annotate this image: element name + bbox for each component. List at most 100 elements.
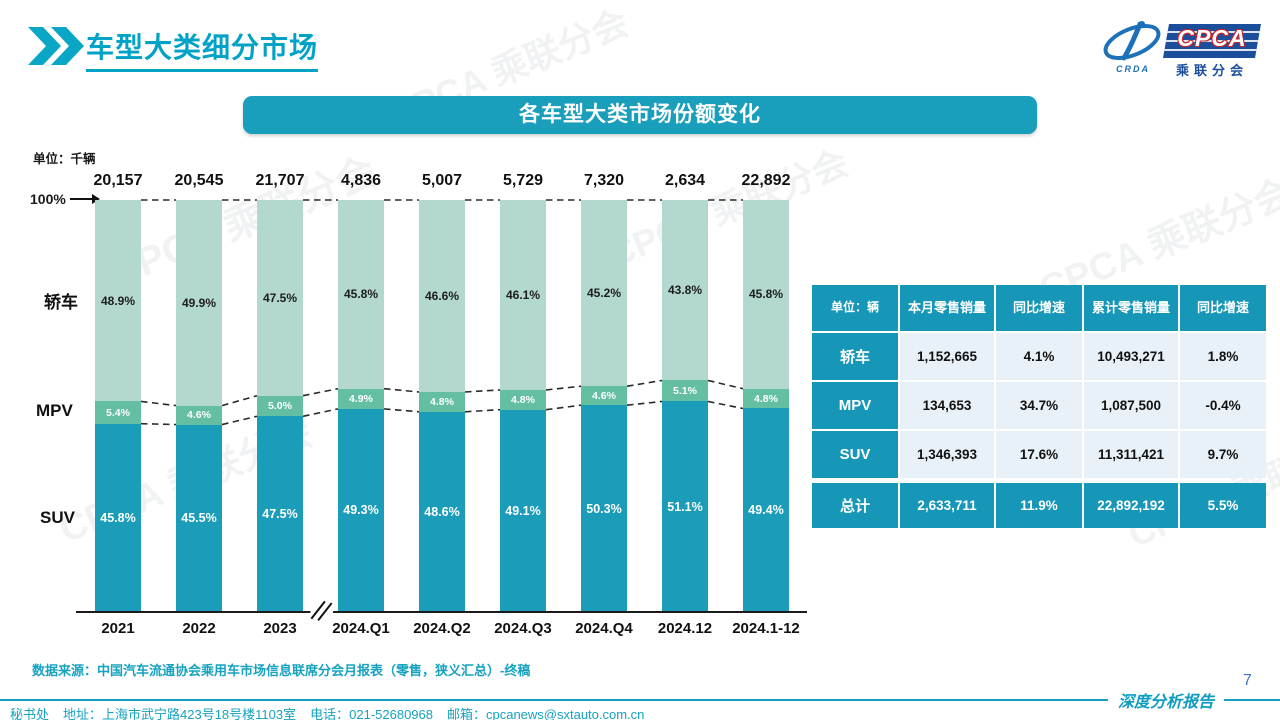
- segment-mpv: 4.6%: [581, 386, 627, 406]
- crda-label: CRDA: [1116, 64, 1150, 74]
- cpca-logo: CRDA CPCA 乘联分会: [1100, 16, 1261, 78]
- table-cell: 1,152,665: [900, 333, 994, 380]
- segment-value-label: 50.3%: [586, 501, 622, 516]
- table-unit-header-cell: 单位：辆: [812, 285, 898, 331]
- bar-total-label: 20,157: [93, 172, 143, 189]
- bar-total-label: 21,707: [255, 172, 305, 189]
- segment-value-label: 45.5%: [181, 511, 217, 526]
- cpca-swoosh-icon: [1103, 21, 1161, 61]
- table-row-label: 总计: [812, 483, 898, 528]
- bar-2024.Q1: 45.8% 4.9% 49.3%: [338, 200, 384, 612]
- bar-total-label: 20,545: [174, 172, 224, 189]
- table-row-label: 轿车: [812, 333, 898, 380]
- segment-value-label: 4.8%: [754, 392, 778, 405]
- segment-suv: 49.1%: [500, 409, 546, 612]
- segment-suv: 47.5%: [257, 416, 303, 612]
- segment-value-label: 49.9%: [181, 295, 217, 310]
- segment-value-label: 49.1%: [505, 503, 541, 518]
- table-cell: 17.6%: [996, 431, 1082, 478]
- segment-value-label: 4.6%: [187, 409, 211, 422]
- segment-mpv: 4.8%: [500, 389, 546, 410]
- bar-2022: 49.9% 4.6% 45.5%: [176, 200, 222, 612]
- segment-value-label: 51.1%: [667, 499, 703, 514]
- segment-value-label: 5.1%: [673, 384, 697, 397]
- y-axis-100-label: 100%: [30, 191, 66, 207]
- segment-value-label: 46.1%: [505, 287, 541, 302]
- segment-value-label: 43.8%: [667, 283, 703, 298]
- x-axis-label: 2021: [101, 620, 135, 637]
- segment-sedan: 46.1%: [500, 200, 546, 390]
- bar-2023: 47.5% 5.0% 47.5%: [257, 200, 303, 612]
- table-row-label: MPV: [812, 382, 898, 429]
- report-type-label: 深度分析报告: [1108, 688, 1225, 712]
- table-cell: 2,633,711: [900, 483, 994, 528]
- sales-summary-table: 单位：辆 本月零售销量 同比增速 累计零售销量 同比增速 轿车 1,152,665 4.1% 1…: [812, 285, 1266, 528]
- chart-unit-label: 单位：千辆: [33, 152, 96, 166]
- segment-sedan: 49.9%: [176, 200, 222, 406]
- page-number: 7: [1243, 672, 1252, 689]
- bar-2024.1-12: 45.8% 4.8% 49.4%: [743, 200, 789, 612]
- bar-2024.Q2: 46.6% 4.8% 48.6%: [419, 200, 465, 612]
- bar-total-label: 7,320: [583, 172, 625, 189]
- table-header-cell: 同比增速: [1180, 285, 1266, 331]
- x-axis-label: 2024.1-12: [732, 620, 800, 637]
- table-cell: 34.7%: [996, 382, 1082, 429]
- table-row-label: SUV: [812, 431, 898, 478]
- footer-contact-info: 秘书处 地址：上海市武宁路423号18号楼1103室 电话：021-52680968…: [10, 704, 658, 720]
- footer-secretariat: 秘书处: [10, 707, 50, 720]
- segment-sedan: 43.8%: [662, 200, 708, 381]
- segment-value-label: 5.4%: [106, 406, 130, 419]
- segment-sedan: 46.6%: [419, 200, 465, 392]
- bar-2021: 48.9% 5.4% 45.8%: [95, 200, 141, 612]
- segment-value-label: 46.6%: [424, 288, 460, 303]
- segment-sedan: 47.5%: [257, 200, 303, 396]
- page-title: 车型大类细分市场: [86, 26, 319, 72]
- footer-address: 地址：上海市武宁路423号18号楼1103室: [63, 707, 297, 720]
- segment-mpv: 5.0%: [257, 395, 303, 417]
- cpca-label: CPCA: [1177, 25, 1247, 51]
- x-axis-label: 2023: [263, 620, 297, 637]
- segment-value-label: 45.8%: [343, 287, 379, 302]
- double-chevron-icon: [28, 27, 84, 65]
- table-header-cell: 同比增速: [996, 285, 1082, 331]
- table-cell: 10,493,271: [1084, 333, 1178, 380]
- table-cell: -0.4%: [1180, 382, 1266, 429]
- bar-total-label: 2,634: [664, 172, 706, 189]
- table-cell: 11.9%: [996, 483, 1082, 528]
- y-axis-100-marker: 100%: [30, 191, 100, 207]
- segment-mpv: 5.4%: [95, 401, 141, 424]
- x-axis-label: 2024.12: [657, 620, 713, 637]
- table-cell: 5.5%: [1180, 483, 1266, 528]
- segment-value-label: 4.9%: [349, 392, 373, 405]
- table-cell: 11,311,421: [1084, 431, 1178, 478]
- bar-total-label: 5,007: [421, 172, 463, 189]
- stacked-bar-chart: 48.9% 5.4% 45.8% 49.9% 4.6% 45.5% 47.5% 5.0% 47.…: [95, 200, 789, 612]
- segment-value-label: 48.9%: [100, 293, 136, 308]
- x-axis-label: 2022: [182, 620, 216, 637]
- bar-2024.Q3: 46.1% 4.8% 49.1%: [500, 200, 546, 612]
- segment-value-label: 48.6%: [424, 504, 460, 519]
- series-label-suv: SUV: [40, 508, 75, 527]
- footer-divider-line: [0, 699, 1280, 701]
- footer-email: 邮箱：cpcanews@sxtauto.com.cn: [446, 707, 645, 720]
- segment-suv: 51.1%: [662, 401, 708, 612]
- segment-suv: 48.6%: [419, 411, 465, 612]
- series-label-sedan: 轿车: [44, 293, 78, 312]
- segment-value-label: 5.0%: [268, 399, 292, 412]
- segment-value-label: 47.5%: [262, 507, 298, 522]
- arrow-right-icon: [69, 194, 100, 204]
- x-axis-label: 2024.Q1: [332, 620, 390, 637]
- segment-suv: 49.3%: [338, 408, 384, 612]
- segment-sedan: 45.8%: [743, 200, 789, 389]
- segment-value-label: 45.2%: [586, 286, 622, 301]
- segment-sedan: 48.9%: [95, 200, 141, 402]
- segment-value-label: 49.4%: [748, 503, 784, 518]
- segment-suv: 50.3%: [581, 405, 627, 612]
- data-source-note: 数据来源：中国汽车流通协会乘用车市场信息联席分会月报表（零售，狭义汇总）-终稿: [32, 663, 531, 678]
- table-cell: 4.1%: [996, 333, 1082, 380]
- bar-2024.Q4: 45.2% 4.6% 50.3%: [581, 200, 627, 612]
- table-cell: 1.8%: [1180, 333, 1266, 380]
- table-header-cell: 本月零售销量: [900, 285, 994, 331]
- segment-sedan: 45.2%: [581, 200, 627, 387]
- segment-mpv: 5.1%: [662, 380, 708, 402]
